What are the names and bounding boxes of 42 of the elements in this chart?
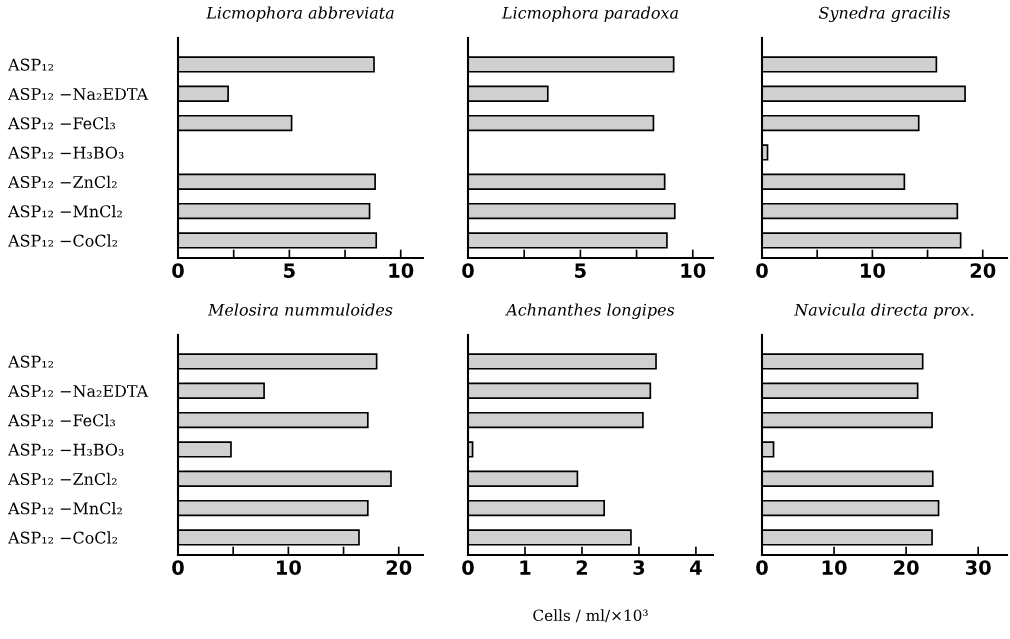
chart-title: Melosira nummuloides: [207, 303, 393, 316]
y-tick-label: ASP₁₂ −Na₂EDTA: [7, 384, 149, 398]
y-tick-label: ASP₁₂ −MnCl₂: [7, 205, 122, 218]
y-tick-label: ASP₁₂ −H₃BO₃: [7, 146, 124, 159]
x-axis-title: Cells / ml/×10³: [533, 609, 648, 623]
x-tick-label: 5: [575, 263, 586, 278]
x-tick-label: 0: [756, 560, 768, 575]
x-tick-label: 10: [389, 263, 414, 278]
x-tick-label: 0: [172, 263, 184, 278]
chart-title: Licmophora paradoxa: [501, 6, 678, 22]
y-tick-label: ASP₁₂ −CoCl₂: [7, 531, 118, 544]
y-tick-label: ASP₁₂ −H₃BO₃: [7, 443, 124, 456]
x-tick-label: 10: [277, 560, 301, 575]
y-tick-label: ASP₁₂ −ZnCl₂: [7, 175, 117, 189]
x-tick-label: 0: [172, 560, 184, 575]
x-tick-label: 1: [520, 560, 531, 575]
x-tick-label: 3: [633, 560, 645, 575]
y-tick-label: ASP₁₂ −Na₂EDTA: [7, 87, 149, 101]
x-tick-label: 10: [681, 263, 706, 278]
x-tick-label: 20: [386, 560, 412, 575]
x-tick-label: 30: [965, 560, 991, 575]
y-tick-label: ASP₁₂ −FeCl₃: [7, 414, 116, 427]
x-tick-label: 4: [690, 560, 702, 575]
x-tick-label: 20: [894, 560, 919, 575]
y-tick-label: ASP₁₂: [7, 58, 54, 71]
x-tick-label: 2: [576, 560, 588, 575]
y-tick-label: ASP₁₂ −MnCl₂: [7, 502, 122, 515]
x-tick-label: 0: [756, 263, 768, 278]
y-tick-label: ASP₁₂: [7, 355, 54, 368]
x-tick-label: 5: [284, 263, 295, 278]
chart-title: Navicula directa prox.: [793, 303, 974, 319]
chart-title: Achnanthes longipes: [505, 303, 675, 320]
x-tick-label: 20: [970, 263, 996, 278]
y-tick-label: ASP₁₂ −ZnCl₂: [7, 472, 117, 486]
y-tick-label: ASP₁₂ −FeCl₃: [7, 117, 116, 130]
chart-title: Licmophora abbreviata: [206, 6, 394, 22]
x-tick-label: 10: [861, 263, 885, 278]
x-tick-label: 0: [462, 560, 474, 575]
y-tick-label: ASP₁₂ −CoCl₂: [7, 234, 118, 247]
x-tick-label: 0: [462, 263, 474, 278]
chart-title: Synedra gracilis: [818, 6, 950, 23]
x-tick-label: 10: [822, 560, 847, 575]
